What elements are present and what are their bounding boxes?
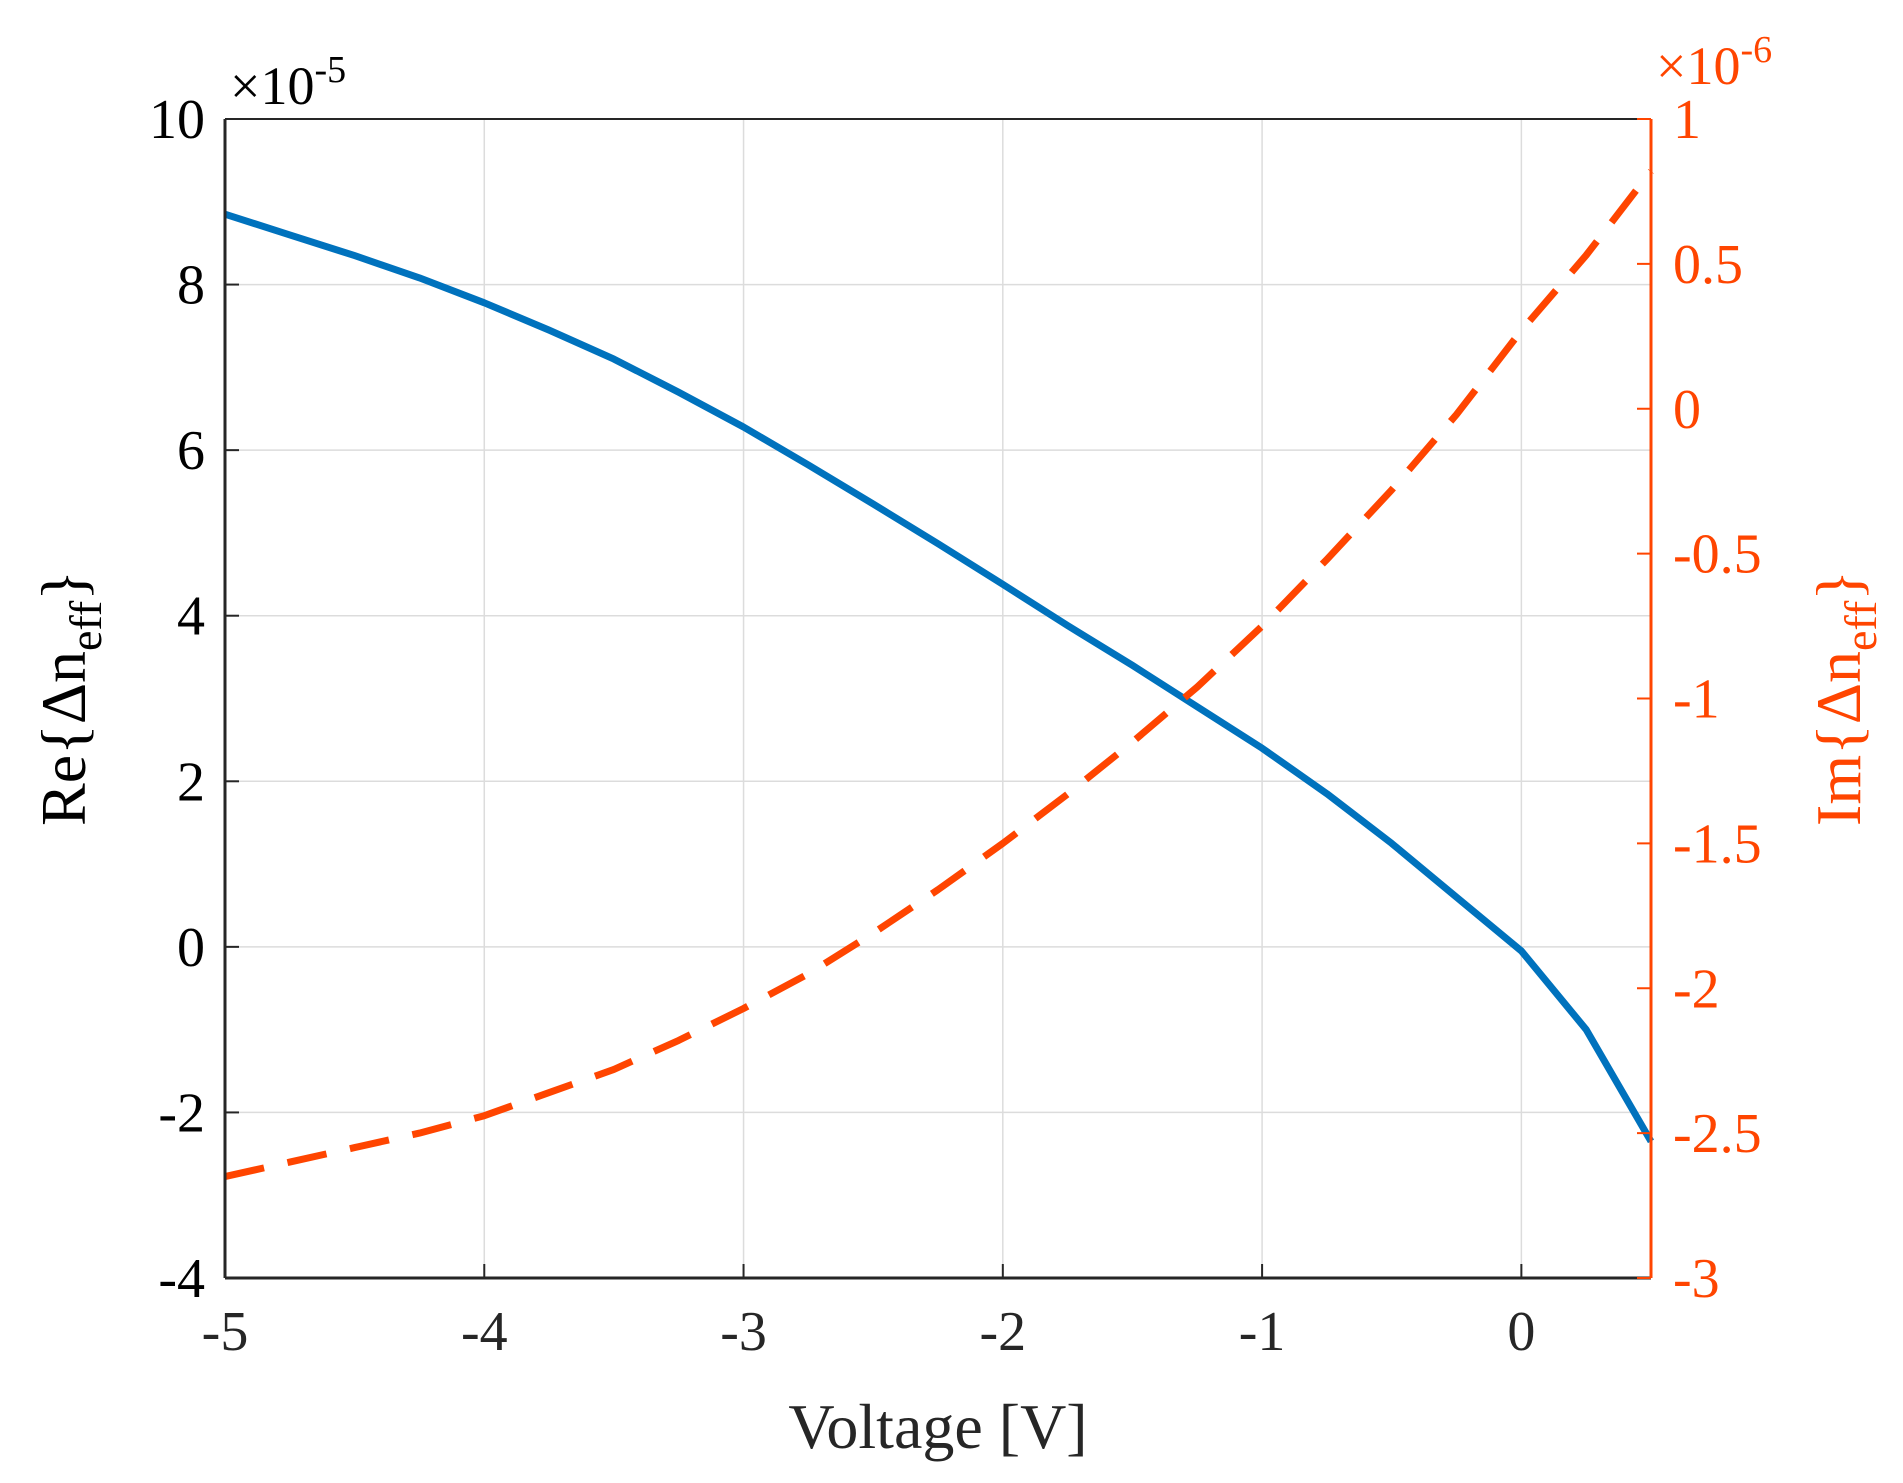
right-y-tick-label: -2.5 (1673, 1103, 1762, 1165)
right-y-tick-label: -0.5 (1673, 524, 1762, 586)
im-series-line (224, 169, 1654, 1181)
x-tick-label: -3 (720, 1301, 767, 1363)
left-y-tick-label: 8 (177, 255, 205, 317)
series-layer (223, 169, 1655, 1181)
x-tick-label: -4 (461, 1301, 508, 1363)
left-y-tick-label: 4 (177, 586, 205, 648)
x-tick-label: 0 (1507, 1301, 1535, 1363)
x-tick-label: -5 (202, 1301, 249, 1363)
right-y-tick-label: -1 (1673, 669, 1720, 731)
right-y-tick-label: 0 (1673, 379, 1701, 441)
x-tick-label: -1 (1239, 1301, 1286, 1363)
right-y-tick-label: 0.5 (1673, 234, 1743, 296)
left-y-tick-label: 10 (149, 89, 205, 151)
x-tick-label: -2 (979, 1301, 1026, 1363)
plot-area (225, 119, 1651, 1278)
x-axis-label: Voltage [V] (788, 1391, 1087, 1462)
left-axis-exponent: ×10-5 (230, 49, 346, 116)
right-y-tick-label: -2 (1673, 958, 1720, 1020)
left-y-tick-label: 6 (177, 420, 205, 482)
left-y-tick-label: -2 (158, 1082, 205, 1144)
left-y-tick-label: -4 (158, 1248, 205, 1310)
right-axis-exponent: ×10-6 (1656, 29, 1772, 96)
right-y-tick-label: -1.5 (1673, 813, 1762, 875)
right-y-tick-label: -3 (1673, 1248, 1720, 1310)
ticks: -5 -4 -3 -2 -1 0-4-20246810-3-2.5-2-1.5-1-0.5… (149, 89, 1762, 1363)
right-axis-label: Im{Δneff} (1803, 570, 1886, 826)
left-y-tick-label: 2 (177, 751, 205, 813)
right-y-tick-label: 1 (1673, 89, 1701, 151)
re-series-line (223, 210, 1655, 1144)
left-axis-label: Re{Δneff} (28, 570, 111, 826)
left-y-tick-label: 0 (177, 917, 205, 979)
